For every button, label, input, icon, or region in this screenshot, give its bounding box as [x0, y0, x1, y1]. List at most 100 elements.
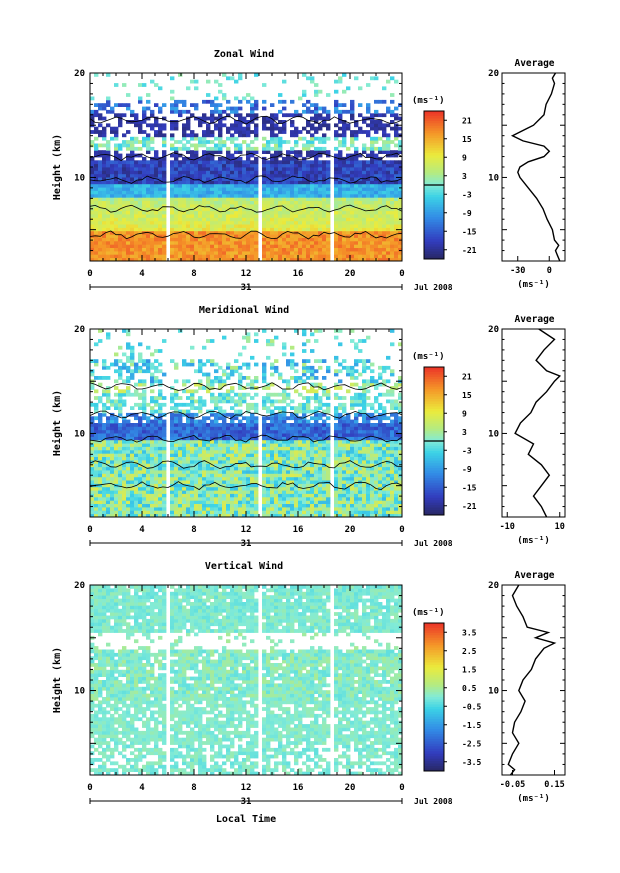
heatmap-cell [226, 210, 231, 215]
heatmap-cell [254, 493, 259, 498]
heatmap-cell [150, 140, 155, 144]
heatmap-cell [238, 396, 243, 400]
heatmap-cell [266, 160, 271, 165]
heatmap-cell [158, 210, 163, 215]
heatmap-cell [134, 369, 139, 374]
heatmap-cell [146, 510, 151, 515]
heatmap-cell [366, 103, 371, 107]
heatmap-cell [106, 203, 111, 208]
heatmap-cell [314, 163, 319, 168]
heatmap-cell [370, 113, 375, 118]
heatmap-cell [94, 113, 99, 118]
heatmap-cell [118, 426, 123, 431]
heatmap-cell [130, 247, 135, 252]
heatmap-cell [174, 224, 179, 228]
heatmap-cell [290, 207, 295, 212]
heatmap-cell [222, 409, 227, 414]
heatmap-cell [230, 473, 235, 478]
heatmap-cell [366, 153, 371, 158]
heatmap-cell [294, 150, 299, 154]
heatmap-cell [374, 153, 379, 158]
heatmap-cell [306, 234, 311, 238]
heatmap-cell [222, 506, 227, 511]
heatmap-cell [170, 463, 175, 468]
heatmap-cell [206, 446, 211, 451]
heatmap-cell [194, 473, 199, 478]
heatmap-cell [254, 500, 259, 504]
heatmap-cell [146, 140, 151, 144]
heatmap-cell [394, 113, 399, 118]
heatmap-cell [262, 399, 267, 404]
heatmap-cell [190, 244, 195, 248]
heatmap-cell [334, 136, 339, 141]
heatmap-cell [130, 463, 135, 468]
heatmap-cell [338, 193, 343, 198]
heatmap-cell [190, 79, 195, 84]
heatmap-cell [282, 130, 287, 134]
heatmap-cell [350, 210, 355, 215]
heatmap-cell [170, 153, 175, 158]
heatmap-cell [342, 227, 347, 232]
heatmap-cell [150, 247, 155, 252]
heatmap-cell [190, 513, 195, 518]
heatmap-cell [102, 449, 107, 454]
heatmap-cell [318, 203, 323, 208]
heatmap-cell [154, 183, 159, 188]
heatmap-cell [222, 496, 227, 501]
heatmap-cell [210, 207, 215, 212]
heatmap-cell [218, 409, 223, 414]
heatmap-cell [234, 109, 239, 114]
heatmap-cell [234, 463, 239, 468]
heatmap-cell [358, 197, 363, 201]
heatmap-cell [170, 392, 175, 397]
heatmap-cell [278, 130, 283, 134]
heatmap-cell [298, 130, 303, 134]
heatmap-cell [346, 257, 351, 262]
heatmap-cell [146, 257, 151, 262]
heatmap-cell [142, 217, 147, 222]
heatmap-cell [222, 214, 227, 218]
x-tick-label: 20 [345, 269, 356, 279]
heatmap-cell [206, 470, 211, 474]
heatmap-cell [278, 237, 283, 242]
heatmap-cell [378, 234, 383, 238]
heatmap-cell [270, 163, 275, 168]
heatmap-cell [202, 197, 207, 201]
heatmap-cell [102, 244, 107, 248]
heatmap-cell [322, 180, 327, 185]
heatmap-cell [310, 163, 315, 168]
heatmap-cell [266, 423, 271, 427]
heatmap-cell [354, 180, 359, 185]
heatmap-cell [138, 177, 143, 181]
heatmap-cell [246, 402, 251, 407]
heatmap-cell [90, 493, 95, 498]
heatmap-cell [174, 496, 179, 501]
heatmap-cell [178, 187, 183, 191]
heatmap-cell [246, 250, 251, 255]
heatmap-cell [170, 476, 175, 481]
heatmap-cell [266, 429, 271, 434]
heatmap-cell [194, 254, 199, 259]
heatmap-cell [266, 456, 271, 461]
heatmap-cell [346, 230, 351, 235]
heatmap-cell [114, 126, 119, 131]
heatmap-cell [374, 207, 379, 212]
heatmap-cell [306, 106, 311, 111]
heatmap-cell [238, 352, 243, 357]
heatmap-cell [226, 113, 231, 118]
heatmap-cell [358, 160, 363, 165]
heatmap-cell [154, 244, 159, 248]
heatmap-cell [350, 197, 355, 201]
heatmap-cell [106, 470, 111, 474]
heatmap-cell [118, 496, 123, 501]
heatmap-cell [314, 156, 319, 161]
heatmap-cell [282, 234, 287, 238]
colorbar-segment [424, 148, 444, 151]
heatmap-cell [286, 227, 291, 232]
heatmap-cell [370, 200, 375, 205]
heatmap-cell [122, 113, 127, 118]
heatmap-cell [238, 382, 243, 387]
heatmap-cell [382, 126, 387, 131]
heatmap-cell [326, 203, 331, 208]
heatmap-cell [150, 160, 155, 165]
